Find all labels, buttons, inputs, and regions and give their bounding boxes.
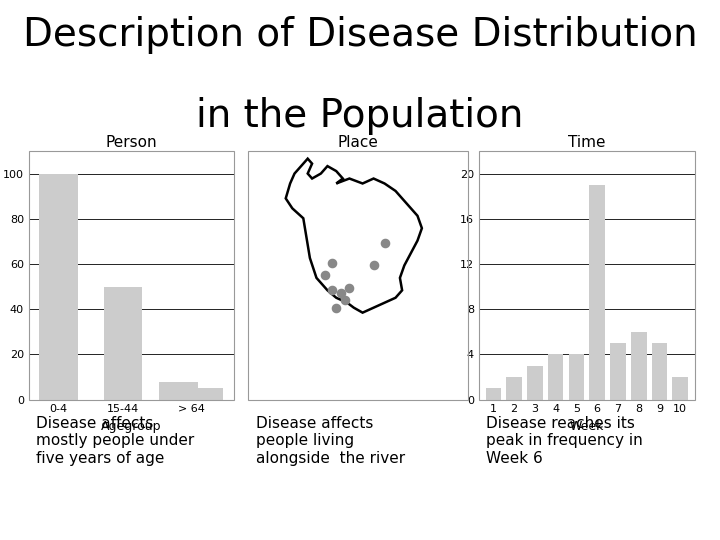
Text: Disease reaches its
peak in frequency in
Week 6: Disease reaches its peak in frequency in… [486,416,643,465]
Bar [610,343,626,400]
Text: in the Population: in the Population [197,97,523,135]
Bar [527,366,543,400]
Point [320,271,331,280]
Text: Disease affects
mostly people under
five years of age: Disease affects mostly people under five… [36,416,194,465]
X-axis label: Week: Week [570,420,604,433]
Bar [104,287,142,400]
Point [330,303,342,312]
Point [339,296,351,305]
Bar [652,343,667,400]
Bar [672,377,688,400]
Point [379,239,390,247]
Point [326,286,338,295]
Bar [185,388,223,400]
Point [368,261,379,270]
Bar [40,174,78,400]
Bar [548,354,564,400]
Bar [590,185,605,400]
Bar [569,354,584,400]
Point [343,284,355,292]
Bar [506,377,522,400]
Point [335,288,346,297]
Title: Time: Time [568,135,606,150]
Text: Disease affects
people living
alongside  the river: Disease affects people living alongside … [256,416,405,465]
Text: Description of Disease Distribution: Description of Disease Distribution [23,16,697,54]
Bar [631,332,647,400]
Title: Person: Person [106,135,157,150]
Point [326,259,338,267]
X-axis label: Agegroup: Agegroup [101,420,162,433]
Bar [485,388,501,400]
Title: Place: Place [338,135,379,150]
Bar [159,382,198,400]
